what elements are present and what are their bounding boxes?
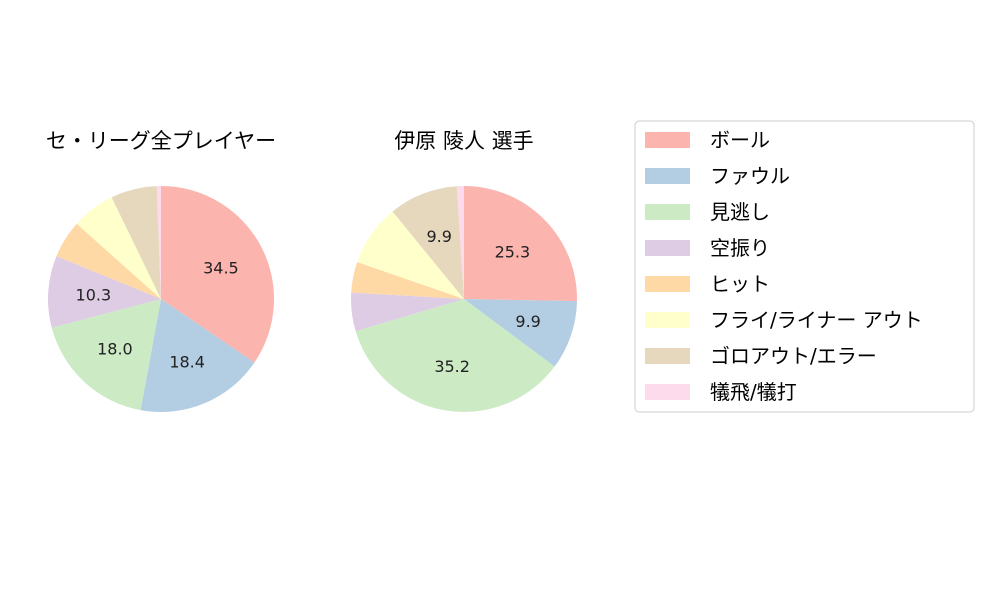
pie-slice-player-ヒット <box>351 262 464 299</box>
legend-label-ヒット: ヒット <box>710 272 770 296</box>
pie-slice-player-見逃し <box>355 299 555 412</box>
pie-title-player: 伊原 陵人 選手 <box>394 129 533 153</box>
legend-label-見逃し: 見逃し <box>710 200 770 224</box>
legend-swatch-フライ-ライナー-アウト <box>645 312 690 328</box>
legend-swatch-見逃し <box>645 204 690 220</box>
pie-label-league-空振り: 10.3 <box>76 286 112 305</box>
pie-slice-player-ファウル <box>464 299 577 367</box>
pie-slice-player-ボール <box>464 186 578 302</box>
pie-label-league-ボール: 34.5 <box>203 258 239 277</box>
legend-label-フライ-ライナー-アウト: フライ/ライナー アウト <box>710 308 923 332</box>
legend-label-ボール: ボール <box>710 128 770 152</box>
pie-slice-player-ゴロアウト-エラー <box>392 186 464 299</box>
legend-swatch-ファウル <box>645 168 690 184</box>
legend-swatch-ヒット <box>645 276 690 292</box>
pie-slice-league-犠飛-犠打 <box>156 186 161 299</box>
pie-title-league: セ・リーグ全プレイヤー <box>46 129 276 153</box>
legend-frame <box>634 120 975 413</box>
pie-chart-player: 伊原 陵人 選手 25.3 9.9 35.2 9.9 <box>350 129 578 412</box>
pie-slice-league-見逃し <box>51 299 162 411</box>
legend-swatch-犠飛-犠打 <box>645 384 690 400</box>
pie-slice-player-空振り <box>350 292 464 332</box>
pie-slice-player-フライ-ライナー-アウト <box>357 211 464 299</box>
legend-label-ゴロアウト-エラー: ゴロアウト/エラー <box>710 344 877 368</box>
pie-label-player-ゴロアウト-エラー: 9.9 <box>427 227 452 246</box>
legend-label-犠飛-犠打: 犠飛/犠打 <box>710 380 797 404</box>
pie-label-player-ファウル: 9.9 <box>515 312 540 331</box>
pie-slice-league-ボール <box>161 186 275 363</box>
legend-swatch-空振り <box>645 240 690 256</box>
pie-slice-league-ヒット <box>56 223 161 299</box>
pie-slice-league-空振り <box>48 256 161 328</box>
pie-label-league-ファウル: 18.4 <box>169 353 205 372</box>
pie-slice-league-ファウル <box>140 299 255 413</box>
pie-label-player-ボール: 25.3 <box>495 243 531 262</box>
pie-slice-player-犠飛-犠打 <box>456 185 464 299</box>
pie-label-player-見逃し: 35.2 <box>434 357 470 376</box>
pie-label-league-見逃し: 18.0 <box>97 340 133 359</box>
legend-label-空振り: 空振り <box>710 236 770 260</box>
legend-swatch-ボール <box>645 132 690 148</box>
pie-chart-league: セ・リーグ全プレイヤー 34.5 18.4 18.0 10.3 <box>46 129 276 413</box>
pie-slice-league-ゴロアウト-エラー <box>111 186 161 299</box>
legend-swatch-ゴロアウト-エラー <box>645 348 690 364</box>
legend-label-ファウル: ファウル <box>710 164 790 188</box>
pie-slice-league-フライ-ライナー-アウト <box>76 197 161 299</box>
